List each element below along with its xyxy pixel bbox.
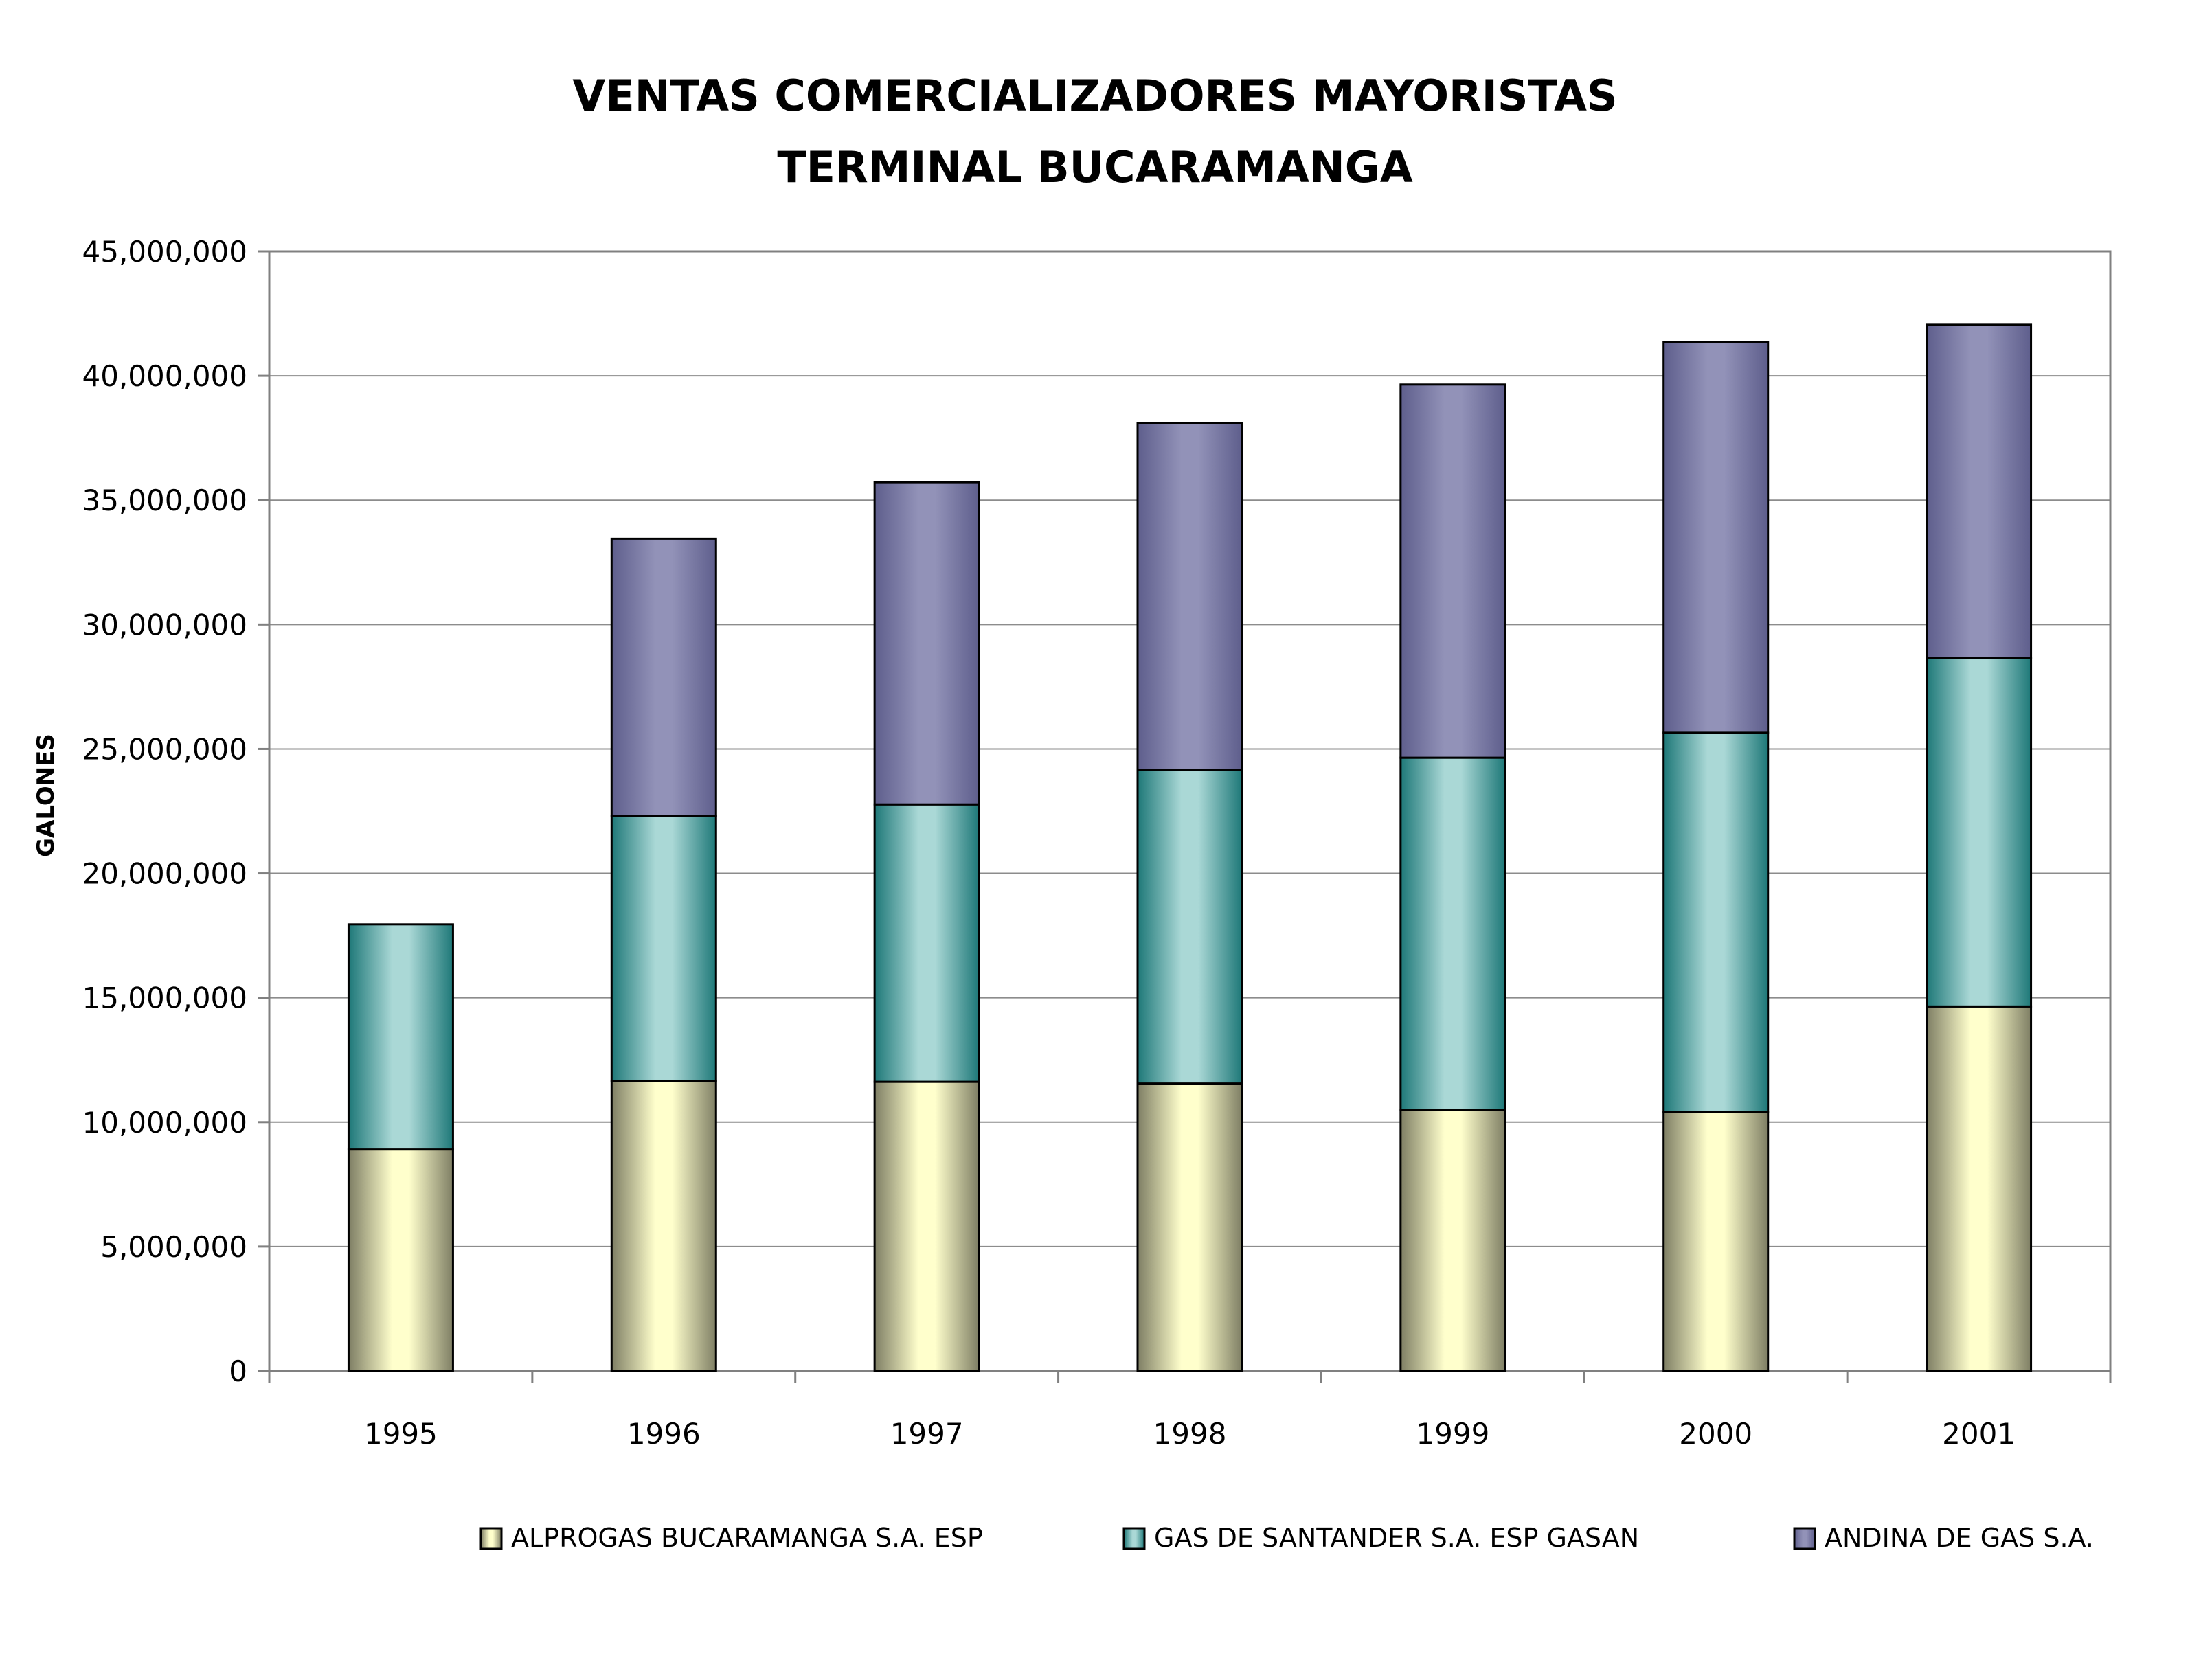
bar-segment (1399, 383, 1506, 759)
bar-segment (1926, 657, 2033, 1008)
bar-segment (1926, 1005, 2033, 1372)
bar-segment (1399, 1109, 1506, 1372)
x-tick-label: 2000 (1679, 1417, 1752, 1451)
bar-segment (610, 537, 717, 817)
y-tick-label: 20,000,000 (82, 857, 247, 891)
bar-segment (610, 1080, 717, 1372)
y-tick-label: 10,000,000 (82, 1106, 247, 1139)
y-axis-title: GALONES (32, 734, 60, 857)
bar-segment (873, 803, 980, 1083)
axes: 0 5,000,000 10,000,000 15,000,000 20,000,000… (82, 235, 2112, 1451)
legend-swatch (1122, 1527, 1146, 1550)
bar-segment (1399, 756, 1506, 1111)
x-tick-label: 1997 (890, 1417, 964, 1451)
legend-swatch (479, 1527, 503, 1550)
legend-label: ANDINA DE GAS S.A. (1825, 1523, 2094, 1553)
bar-segment (610, 815, 717, 1082)
bar-segment (1662, 1111, 1770, 1372)
bar-segment (1662, 731, 1770, 1113)
bar-segment (1662, 341, 1770, 734)
legend-label: GAS DE SANTANDER S.A. ESP GASAN (1154, 1523, 1639, 1553)
bar-segment (873, 1080, 980, 1372)
y-tick-label: 40,000,000 (82, 359, 247, 393)
bars (347, 323, 2033, 1372)
bar-segment (1136, 422, 1243, 771)
x-tick-label: 1999 (1416, 1417, 1489, 1451)
x-tick-label: 1995 (364, 1417, 438, 1451)
y-tick-label: 0 (229, 1354, 247, 1388)
bar-segment (1926, 323, 2033, 659)
x-tick-label: 2001 (1942, 1417, 2016, 1451)
x-tick-label: 1998 (1153, 1417, 1227, 1451)
y-tick-label: 30,000,000 (82, 608, 247, 642)
bar-segment (347, 1148, 454, 1372)
chart-title-line-2: TERMINAL BUCARAMANGA (777, 142, 1413, 192)
chart-title-line-1: VENTAS COMERCIALIZADORES MAYORISTAS (572, 71, 1618, 121)
bar-segment (873, 481, 980, 806)
y-tick-label: 45,000,000 (82, 235, 247, 269)
y-tick-label: 35,000,000 (82, 484, 247, 517)
y-tick-label: 15,000,000 (82, 981, 247, 1015)
y-tick-label: 5,000,000 (100, 1230, 247, 1264)
legend: ALPROGAS BUCARAMANGA S.A. ESP GAS DE SANT… (479, 1523, 2094, 1553)
bar-segment (347, 923, 454, 1151)
legend-swatch (1793, 1527, 1816, 1550)
y-tick-label: 25,000,000 (82, 732, 247, 766)
bar-segment (1136, 769, 1243, 1085)
x-tick-label: 1996 (627, 1417, 701, 1451)
legend-label: ALPROGAS BUCARAMANGA S.A. ESP (511, 1523, 983, 1553)
bar-segment (1136, 1082, 1243, 1372)
chart-title: VENTAS COMERCIALIZADORES MAYORISTAS TERM… (0, 60, 2190, 203)
